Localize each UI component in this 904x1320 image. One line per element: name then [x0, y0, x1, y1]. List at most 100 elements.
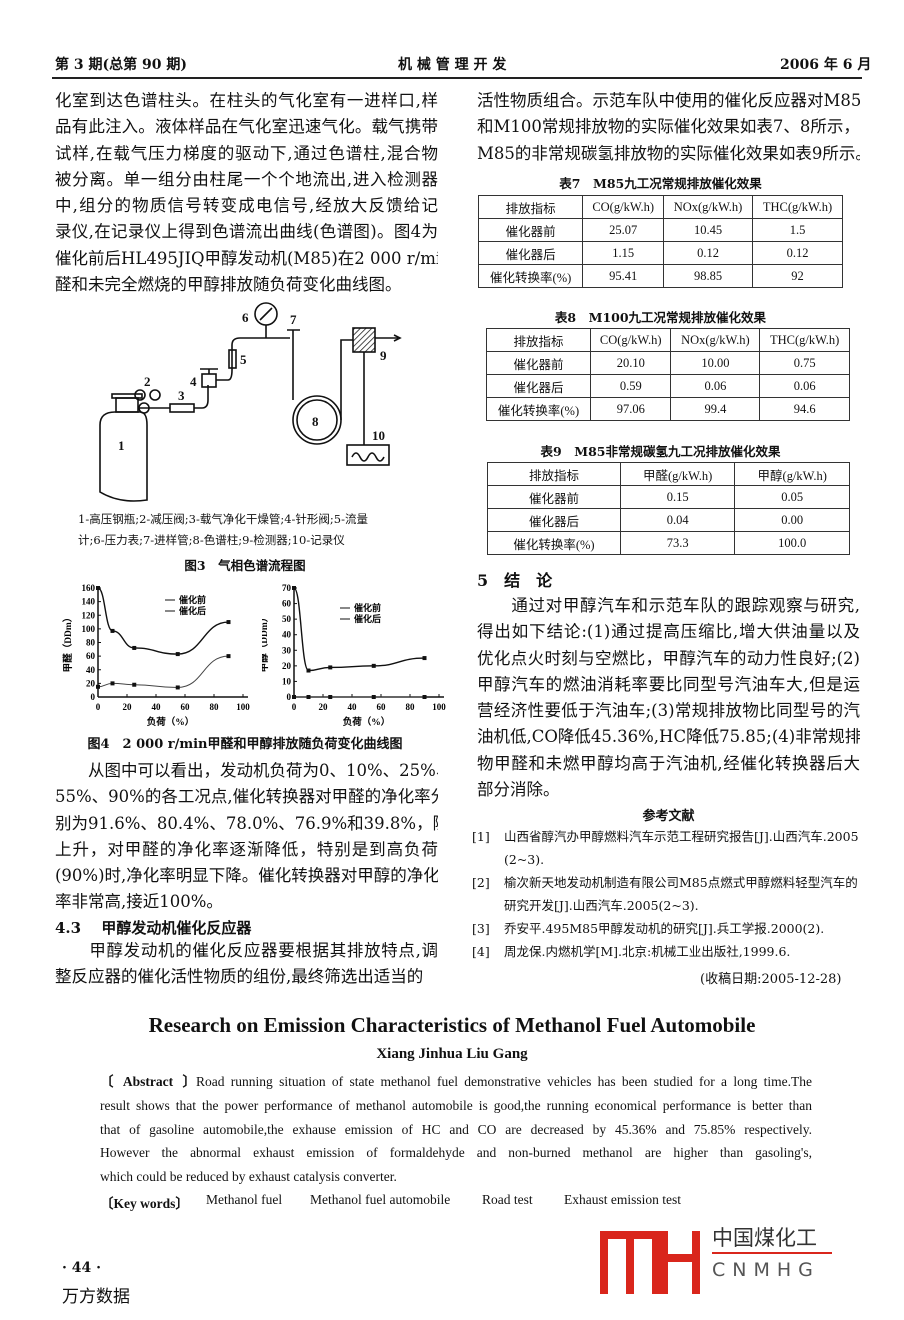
- legend-label: 催化后: [354, 613, 381, 624]
- section-5-heading: 5 结 论: [477, 571, 553, 590]
- reference-line: 周龙保.内燃机学[M].北京:机械工业出版社,1999.6.: [504, 944, 791, 959]
- issue-number: 第 3 期(总第 90 期): [55, 57, 187, 73]
- abstract-label: 〔Abstract〕: [100, 1074, 196, 1089]
- source-label: 万方数据: [62, 1287, 130, 1307]
- table-cell: 92: [752, 264, 843, 288]
- label-7: 7: [290, 312, 297, 327]
- text-line: 营经济性要低于汽油车;(3)常规排放物比同型号的汽: [477, 701, 860, 721]
- series-line-0: [97, 587, 229, 655]
- y-tick-label: 100: [82, 624, 96, 634]
- y-tick-label: 80: [86, 638, 96, 648]
- x-tick-label: 40: [152, 702, 162, 712]
- table-row: 催化器前 0.15 0.05: [487, 485, 850, 509]
- y-tick-label: 0: [91, 692, 96, 702]
- keyword: Methanol fuel automobile: [310, 1192, 451, 1207]
- y-tick-label: 10: [282, 676, 292, 686]
- table-cell: 0.15: [619, 485, 736, 509]
- text-line: 部分消除。: [477, 780, 560, 800]
- x-tick-label: 60: [377, 702, 387, 712]
- y-axis-label: 甲醛（DDm）: [62, 613, 74, 673]
- reference-line: 乔安平.495M85甲醇发动机的研究[J].兵工学报.2000(2).: [504, 921, 825, 936]
- header-rule: [52, 77, 862, 79]
- table-cell: 甲醇(g/kW.h): [734, 462, 850, 486]
- abstract-text: 〔Abstract〕 Road running situation of sta…: [100, 1070, 812, 1189]
- table-cell: 催化转换率(%): [485, 397, 592, 421]
- table-cell: CO(g/kW.h): [582, 195, 664, 219]
- data-point: [96, 586, 100, 590]
- label-2: 2: [144, 374, 151, 389]
- table-cell: 催化器后: [477, 241, 584, 265]
- y-tick-label: 120: [82, 610, 96, 620]
- label-3: 3: [178, 388, 185, 403]
- references-title: 参考文献: [642, 809, 695, 824]
- references-list: [1] 山西省醇汽办甲醇燃料汽车示范工程研究报告[J].山西汽车.2005 (2~3…: [472, 825, 862, 963]
- data-point: [292, 695, 296, 699]
- y-tick-label: 50: [282, 614, 292, 624]
- x-tick-label: 60: [181, 702, 191, 712]
- table-cell: 催化器前: [485, 351, 592, 375]
- table-header-row: 排放指标 CO(g/kW.h) NOx(g/kW.h) THC(g/kW.h): [485, 328, 850, 352]
- data-point: [371, 663, 376, 668]
- y-tick-label: 0: [287, 692, 292, 702]
- table-9-title: 表9 M85非常规碳氢九工况排放催化效果: [540, 444, 781, 459]
- text-line: 优化点火时刻与空燃比，甲醇汽车的动力性良好;(2): [477, 648, 860, 668]
- table-8-title: 表8 M100九工况常规排放催化效果: [554, 310, 767, 325]
- needle-valve: [201, 373, 217, 388]
- text-line: M85的非常规碳氢排放物的实际催化效果如表9所示。: [477, 143, 860, 163]
- x-axis-label: 负荷（%）: [343, 716, 391, 728]
- table-cell: 排放指标: [477, 195, 584, 219]
- table-cell: 0.12: [752, 241, 843, 265]
- abstract-line: which could be reduced by exhaust cataly…: [100, 1169, 397, 1185]
- data-point: [306, 668, 311, 673]
- figure-3-legend-line: 1-高压钢瓶;2-减压阀;3-载气净化干燥管;4-针形阀;5-流量: [78, 512, 369, 526]
- table-cell: 0.00: [734, 508, 850, 532]
- label-5: 5: [240, 352, 247, 367]
- data-point: [132, 682, 137, 687]
- reference-number: [2]: [472, 875, 490, 890]
- text-line: 品有此注入。液体样品在气化室迅速气化。载气携带: [55, 117, 438, 137]
- reference-line: 山西省醇汽办甲醇燃料汽车示范工程研究报告[J].山西汽车.2005: [504, 829, 859, 844]
- reference-line: 研究开发[J].山西汽车.2005(2~3).: [504, 898, 699, 913]
- x-axis-label: 负荷（%）: [147, 716, 195, 728]
- reference-item: [4] 周龙保.内燃机学[M].北京:机械工业出版社,1999.6.: [472, 940, 862, 963]
- left-paragraph-1: 化室到达色谱柱头。在柱头的气化室有一进样口,样 品有此注入。液体样品在气化室迅速气…: [55, 88, 438, 298]
- table-7: 排放指标 CO(g/kW.h) NOx(g/kW.h) THC(g/kW.h) 催化器前…: [477, 195, 843, 288]
- table-cell: THC(g/kW.h): [752, 195, 843, 219]
- mh-logo-icon: [600, 1231, 700, 1294]
- y-tick-label: 70: [282, 583, 292, 593]
- abstract-line: However the abnormal exhaust emission of…: [100, 1145, 812, 1161]
- watermark-logo: [600, 1226, 706, 1294]
- data-point: [422, 695, 427, 699]
- watermark-cn: 中国煤化工: [712, 1224, 832, 1254]
- data-point: [306, 695, 311, 699]
- table-header-row: 排放指标 CO(g/kW.h) NOx(g/kW.h) THC(g/kW.h): [477, 195, 843, 219]
- label-1: 1: [118, 438, 125, 453]
- reference-item: [2] 榆次新天地发动机制造有限公司M85点燃式甲醇燃料轻型汽车的 研究开发[J].…: [472, 871, 862, 917]
- table-cell: 催化器前: [477, 218, 584, 242]
- table-row: 催化器后 1.15 0.12 0.12: [477, 241, 843, 265]
- table-row: 催化转换率(%) 97.06 99.4 94.6: [485, 397, 850, 421]
- y-tick-label: 30: [282, 645, 292, 655]
- left-paragraph-3: 甲醇发动机的催化反应器要根据其排放特点,调 整反应器的催化活性物质的组份,最终筛选…: [55, 938, 438, 991]
- table-cell: 98.85: [662, 264, 754, 288]
- table-cell: 催化器前: [487, 485, 621, 509]
- table-cell: 催化转换率(%): [487, 531, 621, 555]
- right-paragraph-1: 活性物质组合。示范车队中使用的催化反应器对M85 和M100常规排放物的实际催化效…: [477, 88, 860, 167]
- received-date: (收稿日期:2005-12-28): [700, 972, 842, 987]
- text-line: 率非常高,接近100%。: [55, 892, 223, 912]
- table-8: 排放指标 CO(g/kW.h) NOx(g/kW.h) THC(g/kW.h) 催化器前…: [485, 328, 850, 421]
- data-point: [132, 645, 137, 650]
- data-point: [226, 620, 231, 625]
- table-cell: 0.59: [590, 374, 672, 398]
- text-line: 物甲醛和未燃甲醇均高于汽油机,经催化转换器后大: [477, 753, 860, 773]
- data-point: [292, 586, 296, 590]
- table-cell: 0.12: [662, 241, 754, 265]
- label-8: 8: [312, 414, 319, 429]
- text-line: 活性物质组合。示范车队中使用的催化反应器对M85: [477, 91, 860, 110]
- keyword: Exhaust emission test: [564, 1192, 681, 1207]
- x-tick-label: 20: [123, 702, 133, 712]
- table-cell: 94.6: [759, 397, 850, 421]
- text-line: 试样,在载气压力梯度的驱动下,通过色谱柱,混合物: [55, 143, 438, 163]
- text-line: 上升，对甲醛的净化率逐渐降低，特别是到高负荷: [55, 839, 438, 859]
- y-tick-label: 60: [86, 651, 96, 661]
